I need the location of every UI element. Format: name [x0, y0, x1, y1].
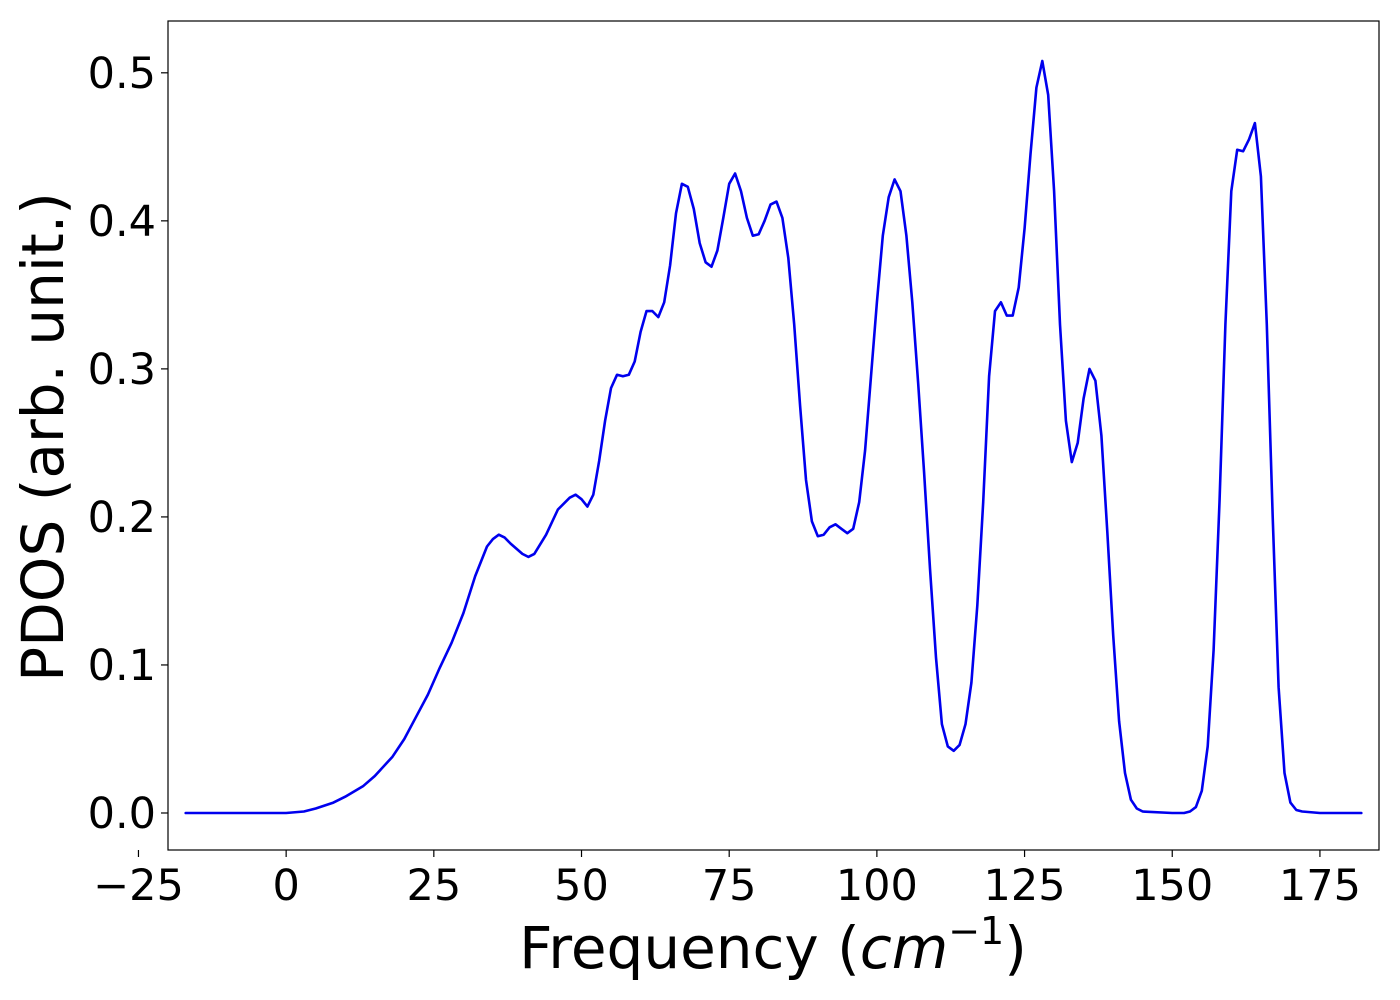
x-axis-ticks: −25 0 25 50 75 100 125 150 175 — [93, 850, 1361, 911]
x-axis-title: Frequency (cm−1) — [519, 909, 1027, 982]
plot-frame — [167, 20, 1380, 851]
y-tick-label: 0.5 — [88, 49, 156, 99]
x-tick-label: 150 — [1131, 861, 1213, 911]
y-axis-title: PDOS (arb. unit.) — [9, 192, 77, 682]
y-tick-label: 0.2 — [88, 493, 156, 543]
x-tick-label: −25 — [93, 861, 184, 911]
x-tick-label: 0 — [272, 861, 299, 911]
x-tick-label: 175 — [1279, 861, 1361, 911]
x-tick-label: 25 — [406, 861, 461, 911]
y-tick-label: 0.4 — [88, 197, 156, 247]
x-tick-label: 75 — [702, 861, 757, 911]
pdos-series-line — [184, 59, 1363, 815]
x-tick-label: 100 — [836, 861, 918, 911]
y-axis-ticks: 0.0 0.1 0.2 0.3 0.4 0.5 — [88, 49, 168, 839]
y-tick-label: 0.0 — [88, 789, 156, 839]
x-tick-label: 50 — [554, 861, 609, 911]
x-tick-label: 125 — [984, 861, 1066, 911]
y-tick-label: 0.1 — [88, 641, 156, 691]
y-tick-label: 0.3 — [88, 345, 156, 395]
